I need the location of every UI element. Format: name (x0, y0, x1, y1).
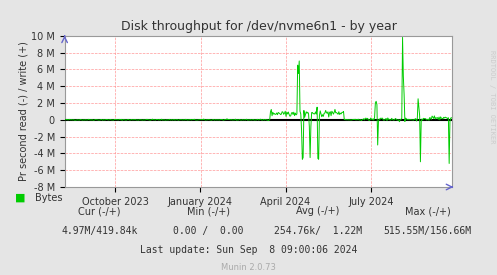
Text: Munin 2.0.73: Munin 2.0.73 (221, 263, 276, 271)
Title: Disk throughput for /dev/nvme6n1 - by year: Disk throughput for /dev/nvme6n1 - by ye… (120, 20, 397, 33)
Text: 515.55M/156.66M: 515.55M/156.66M (383, 226, 472, 236)
Text: Avg (-/+): Avg (-/+) (296, 207, 340, 216)
Text: Min (-/+): Min (-/+) (187, 207, 230, 216)
Text: Max (-/+): Max (-/+) (405, 207, 450, 216)
Text: RRDTOOL / TOBI OETIKER: RRDTOOL / TOBI OETIKER (489, 50, 495, 143)
Text: 0.00 /  0.00: 0.00 / 0.00 (173, 226, 244, 236)
Text: Bytes: Bytes (35, 193, 62, 203)
Text: Cur (-/+): Cur (-/+) (78, 207, 121, 216)
Text: ■: ■ (15, 193, 25, 203)
Text: Last update: Sun Sep  8 09:00:06 2024: Last update: Sun Sep 8 09:00:06 2024 (140, 245, 357, 255)
Text: 4.97M/419.84k: 4.97M/419.84k (61, 226, 138, 236)
Text: 254.76k/  1.22M: 254.76k/ 1.22M (274, 226, 362, 236)
Y-axis label: Pr second read (-) / write (+): Pr second read (-) / write (+) (18, 42, 28, 181)
